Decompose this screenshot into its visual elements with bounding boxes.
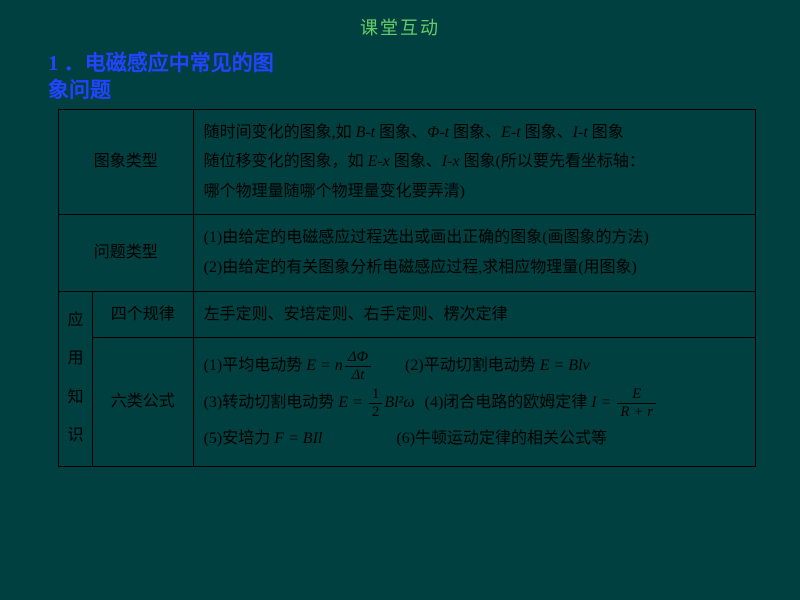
row2-content: (1)由给定的电磁感应过程选出或画出正确的图象(画图象的方法) (2)由给定的有… [193, 215, 755, 291]
formula-2: (2)平动切割电动势 E = Blv [405, 351, 590, 381]
table-row: 六类公式 (1)平均电动势 E = nΔΦΔt (2)平动切割电动势 E = B… [59, 338, 756, 467]
formula-4: (4)闭合电路的欧姆定律 I = ER + r [425, 387, 658, 420]
formula-5: (5)安培力 F = BIl [204, 424, 323, 454]
page-header: 课堂互动 [0, 0, 800, 48]
row3-sub2-label: 六类公式 [93, 338, 194, 467]
title-line-1: 1 ．电磁感应中常见的图 [48, 51, 274, 75]
row3-sub1-content: 左手定则、安培定则、右手定则、楞次定律 [193, 291, 755, 338]
row3-formulas: (1)平均电动势 E = nΔΦΔt (2)平动切割电动势 E = Blv (3… [193, 338, 755, 467]
table-row: 应用知识 四个规律 左手定则、安培定则、右手定则、楞次定律 [59, 291, 756, 338]
table-row: 问题类型 (1)由给定的电磁感应过程选出或画出正确的图象(画图象的方法) (2)… [59, 215, 756, 291]
row1-label: 图象类型 [59, 109, 194, 215]
table-row: 图象类型 随时间变化的图象,如 B-t 图象、Φ-t 图象、E-t 图象、I-t… [59, 109, 756, 215]
formula-3: (3)转动切割电动势 E = 12Bl²ω [204, 387, 415, 420]
row3-vlabel: 应用知识 [59, 291, 93, 466]
title-line-2: 象问题 [48, 78, 111, 102]
section-title: 1 ．电磁感应中常见的图 象问题 [0, 48, 800, 109]
formula-6: (6)牛顿运动定律的相关公式等 [396, 424, 607, 454]
row1-content: 随时间变化的图象,如 B-t 图象、Φ-t 图象、E-t 图象、I-t 图象 随… [193, 109, 755, 215]
content-table: 图象类型 随时间变化的图象,如 B-t 图象、Φ-t 图象、E-t 图象、I-t… [58, 109, 756, 467]
formula-1: (1)平均电动势 E = nΔΦΔt [204, 350, 373, 383]
row3-sub1-label: 四个规律 [93, 291, 194, 338]
row2-label: 问题类型 [59, 215, 194, 291]
